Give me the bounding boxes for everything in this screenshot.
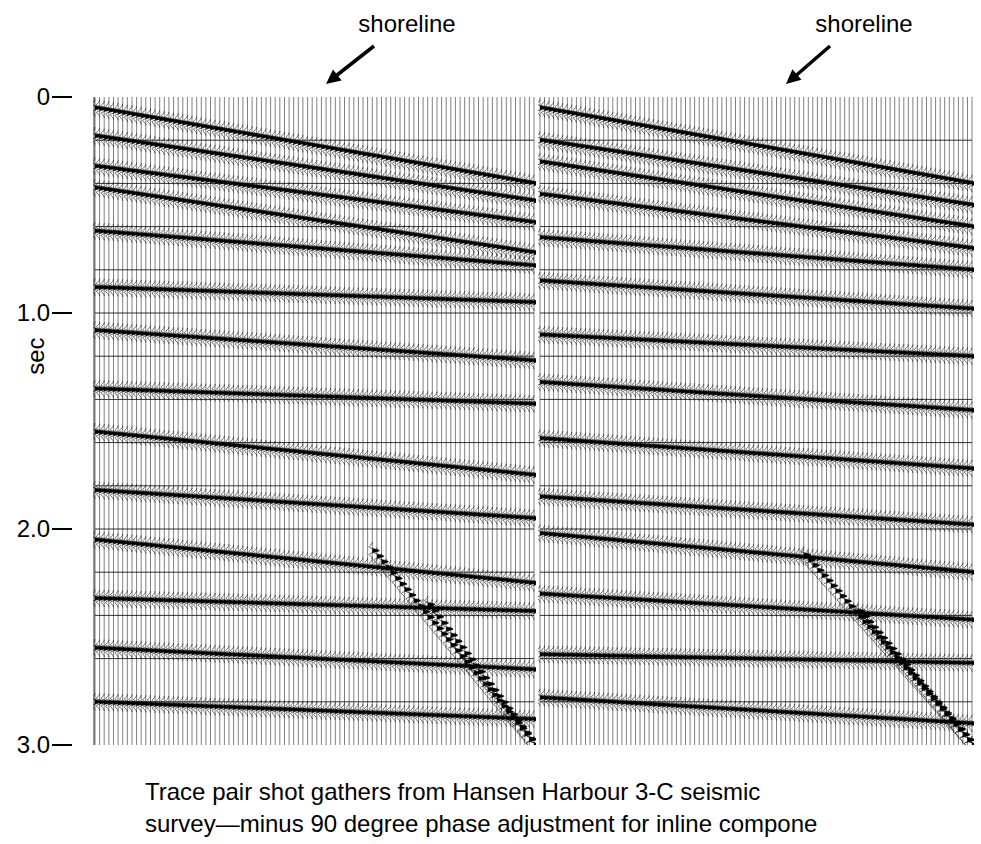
timing-line <box>95 140 534 141</box>
reflection-event <box>93 693 536 728</box>
annotation: shoreline <box>358 10 455 37</box>
reflection-event <box>538 326 974 365</box>
timing-line <box>95 442 534 443</box>
timing-line <box>540 399 972 400</box>
reflection-event <box>93 322 536 370</box>
timing-line <box>95 356 534 357</box>
caption: survey—minus 90 degree phase adjustment … <box>145 810 817 837</box>
timing-line <box>95 313 534 314</box>
reflection-event <box>93 380 536 412</box>
reflection-event <box>93 590 536 620</box>
timing-line <box>540 442 972 443</box>
timing-line <box>95 485 534 486</box>
timing-line <box>540 269 972 270</box>
timing-line <box>95 183 534 184</box>
reflection-event <box>538 374 974 419</box>
timing-line <box>540 615 972 616</box>
tick-label: 0 <box>37 83 50 110</box>
arrow-head <box>326 70 342 84</box>
timing-line <box>95 572 534 573</box>
reflection-event <box>93 222 536 274</box>
reflection-event <box>538 186 974 257</box>
arrow <box>792 46 830 79</box>
gather-panel <box>93 97 536 745</box>
timing-line <box>540 658 972 659</box>
timing-line <box>540 529 972 530</box>
timing-line <box>95 226 534 227</box>
timing-line <box>95 701 534 702</box>
timing-line <box>540 572 972 573</box>
reflection-event <box>93 531 536 591</box>
reflection-event <box>538 585 974 628</box>
tick-label: 1.0 <box>17 299 50 326</box>
timing-line <box>540 226 972 227</box>
reflection-event <box>538 689 974 732</box>
reflection-event <box>93 278 536 310</box>
axis-title: sec <box>22 338 49 375</box>
axis-line <box>94 97 95 745</box>
reflection-event <box>538 229 974 279</box>
timing-line <box>540 140 972 141</box>
timing-line <box>95 269 534 270</box>
tick-mark <box>52 312 72 314</box>
timing-line <box>540 356 972 357</box>
reflection-event <box>93 639 536 678</box>
tick-mark <box>52 528 72 530</box>
arrow <box>332 46 374 79</box>
timing-line <box>95 615 534 616</box>
reflection-event <box>538 430 974 478</box>
reflection-event <box>538 272 974 317</box>
caption: Trace pair shot gathers from Hansen Harb… <box>145 778 760 805</box>
tick-mark <box>52 96 72 98</box>
reflection-event <box>93 423 536 483</box>
tick-label: 2.0 <box>17 515 50 542</box>
reflection-event <box>93 482 536 527</box>
reflection-event <box>538 488 974 533</box>
gather-panel <box>538 97 974 745</box>
reflection-event <box>538 525 974 581</box>
tick-label: 3.0 <box>17 731 50 758</box>
tick-mark <box>52 744 72 746</box>
reflection-event <box>425 596 536 745</box>
timing-line <box>540 701 972 702</box>
timing-line <box>540 485 972 486</box>
timing-line <box>95 658 534 659</box>
reflection-event <box>801 546 974 745</box>
reflection-event <box>855 602 974 745</box>
arrow-head <box>786 69 801 84</box>
timing-line <box>95 529 534 530</box>
annotation: shoreline <box>815 10 912 37</box>
timing-line <box>95 399 534 400</box>
timing-line <box>540 183 972 184</box>
figure: 0 1.0 2.0 3.0 sec shoreline shoreline Trace pai… <box>0 0 981 844</box>
timing-line <box>540 313 972 314</box>
